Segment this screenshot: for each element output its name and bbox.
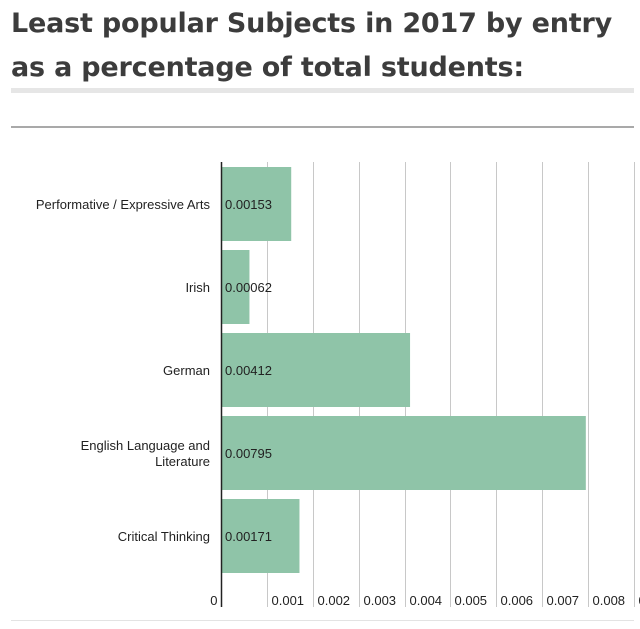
x-tick-label: 0.007 <box>547 593 580 608</box>
x-tick-label: 0.006 <box>501 593 534 608</box>
bar <box>221 499 300 573</box>
x-tick-label: 0.003 <box>364 593 397 608</box>
value-labels: 0.00153 0.00062 0.00412 0.00795 0.00171 <box>225 197 272 544</box>
category-label: Irish <box>185 280 210 295</box>
value-label: 0.00412 <box>225 363 272 378</box>
x-tick-label: 0 <box>210 593 217 608</box>
bars <box>221 167 586 573</box>
bar <box>221 167 292 241</box>
bar <box>221 333 411 407</box>
value-label: 0.00153 <box>225 197 272 212</box>
x-tick-label: 0.009 <box>639 593 640 608</box>
chart-top-divider <box>11 126 634 128</box>
title-divider <box>11 88 634 93</box>
x-tick-label: 0.002 <box>318 593 351 608</box>
value-label: 0.00171 <box>225 529 272 544</box>
x-tick-labels: 0 0.001 0.002 0.003 0.004 0.005 0.006 0.007 0.00… <box>210 593 640 608</box>
category-label: Critical Thinking <box>118 529 210 544</box>
page-title: Least popular Subjects in 2017 by entry … <box>11 8 612 83</box>
x-tick-label: 0.005 <box>455 593 488 608</box>
bar <box>221 416 586 490</box>
value-label: 0.00795 <box>225 446 272 461</box>
bar <box>221 250 250 324</box>
x-tick-label: 0.008 <box>593 593 626 608</box>
x-tick-label: 0.004 <box>410 593 443 608</box>
category-labels: Performative / Expressive Arts Irish Germa… <box>36 197 211 544</box>
category-label: Performative / Expressive Arts <box>36 197 211 212</box>
category-label: English Language and Literature <box>81 438 210 469</box>
x-tick-label: 0.001 <box>272 593 305 608</box>
chart-bottom-divider <box>11 620 634 621</box>
value-label: 0.00062 <box>225 280 272 295</box>
category-label: German <box>163 363 210 378</box>
